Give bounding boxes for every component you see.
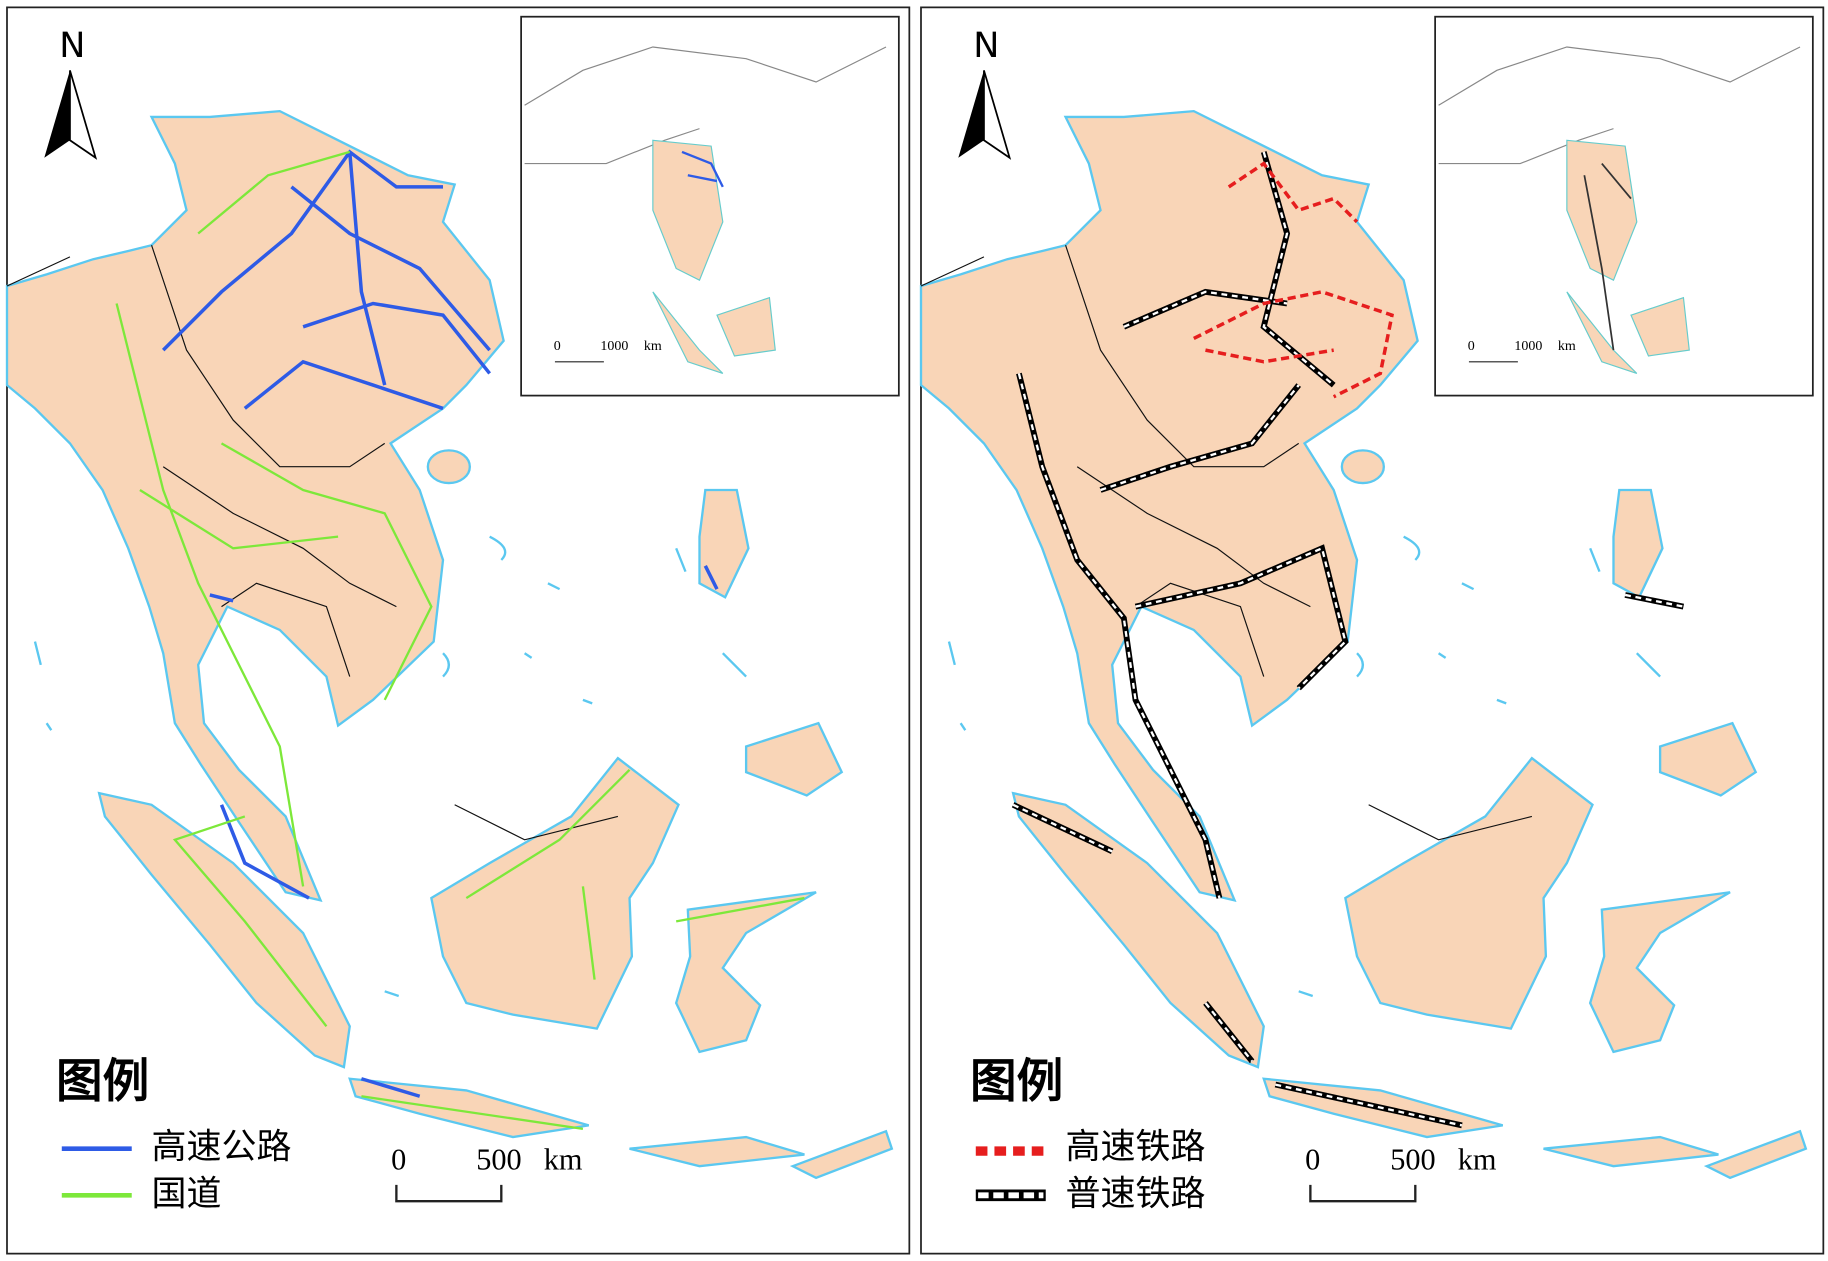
- legend-label: 国道: [152, 1174, 222, 1214]
- national-roads: [115, 150, 805, 1131]
- north-label: N: [59, 26, 85, 66]
- scale-label: km: [544, 1143, 583, 1177]
- legend-title: 图例: [970, 1054, 1063, 1108]
- scale-label: 0: [1305, 1143, 1320, 1177]
- right-panel: 0 1000 km N 图例 高速铁路 普速铁路 0 500 km: [919, 6, 1825, 1255]
- high-speed-railways: [1193, 161, 1395, 399]
- scale-label: 500: [1390, 1143, 1435, 1177]
- scale-label: 500: [476, 1143, 521, 1177]
- inset-scale-label: km: [644, 339, 662, 354]
- inset-scale-label: 1000: [1514, 339, 1542, 354]
- scale-label: km: [1458, 1143, 1497, 1177]
- legend-label: 普速铁路: [1066, 1174, 1206, 1214]
- scale-label: 0: [391, 1143, 406, 1177]
- inset: 0 1000 km: [1434, 15, 1814, 397]
- legend-label: 高速公路: [152, 1128, 292, 1168]
- left-panel: 0 1000 km N 图例 高速公路 国道 0 500 km: [5, 6, 911, 1255]
- inset-scale-label: 1000: [600, 339, 628, 354]
- inset: 0 1000 km: [520, 15, 900, 397]
- inset-scale-label: 0: [1468, 339, 1475, 354]
- expressways: [161, 149, 719, 1098]
- legend-title: 图例: [56, 1054, 149, 1108]
- north-label: N: [973, 26, 999, 66]
- conventional-railways: [1011, 151, 1685, 1129]
- inset-scale-label: 0: [554, 339, 561, 354]
- legend-label: 高速铁路: [1066, 1128, 1206, 1168]
- inset-scale-label: km: [1558, 339, 1576, 354]
